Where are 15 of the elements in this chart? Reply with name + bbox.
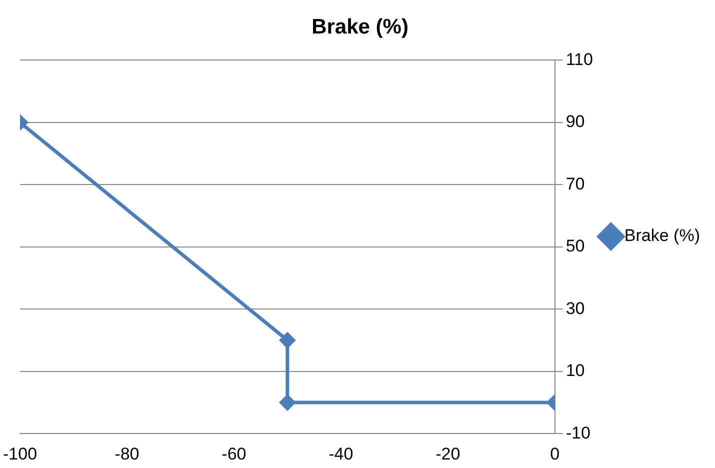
legend-label: Brake (%) xyxy=(624,226,700,246)
x-tick-label: -60 xyxy=(222,444,246,464)
chart-title: Brake (%) xyxy=(312,15,408,38)
x-tick-label: -20 xyxy=(436,444,460,464)
y-tick-label: 50 xyxy=(566,236,585,256)
y-tick-label: 10 xyxy=(566,361,585,380)
x-tick-label: 0 xyxy=(550,444,560,464)
y-tick-label: 70 xyxy=(566,174,585,194)
y-tick-label: 110 xyxy=(566,50,593,69)
x-tick-label: -80 xyxy=(114,444,140,464)
y-tick-label: 90 xyxy=(566,112,585,132)
x-tick-label: -40 xyxy=(328,444,354,464)
y-tick-label: 30 xyxy=(566,298,585,318)
x-tick-label: -100 xyxy=(2,444,38,464)
y-tick-label: -10 xyxy=(566,423,590,442)
